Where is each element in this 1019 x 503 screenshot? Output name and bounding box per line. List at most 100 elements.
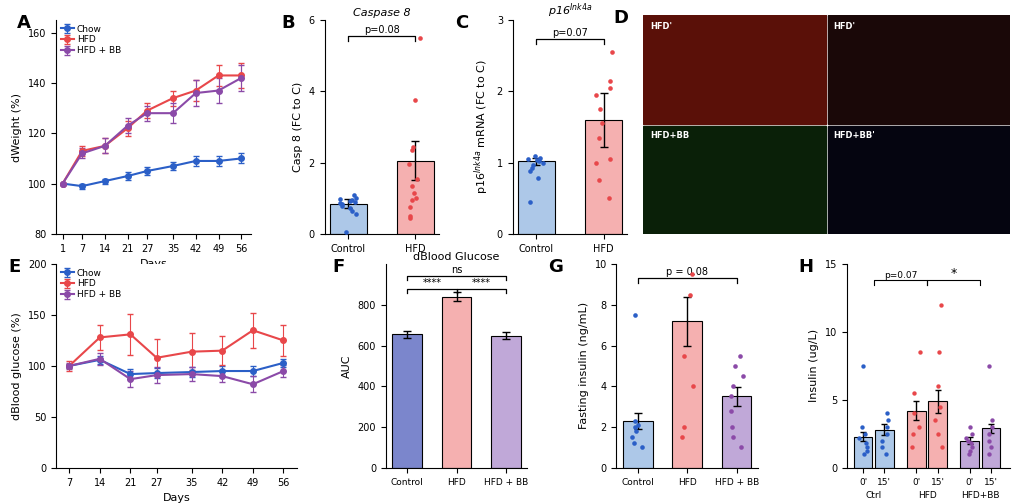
Point: [878, 423, 895, 431]
Y-axis label: AUC: AUC: [341, 354, 352, 378]
Text: HFD: HFD: [917, 490, 935, 499]
Point: [911, 349, 927, 357]
Point: [929, 430, 946, 438]
Text: p=0.08: p=0.08: [364, 25, 399, 35]
Point: [405, 142, 421, 150]
Text: C: C: [454, 14, 468, 32]
Point: [401, 214, 418, 222]
Point: [721, 392, 738, 400]
Point: [592, 105, 608, 113]
Point: [734, 372, 750, 380]
Point: [343, 196, 360, 204]
Point: [674, 433, 690, 441]
Y-axis label: Fasting insulin (ng/mL): Fasting insulin (ng/mL): [579, 302, 588, 430]
Point: [534, 159, 550, 167]
Point: [684, 382, 700, 390]
Bar: [518, 161, 554, 234]
Bar: [827, 15, 1009, 125]
Text: Ctrl: Ctrl: [865, 490, 881, 499]
Bar: [960, 441, 978, 468]
Legend: Chow, HFD, HFD + BB: Chow, HFD, HFD + BB: [60, 25, 121, 55]
Point: [858, 448, 874, 456]
Point: [601, 155, 618, 163]
Text: A: A: [17, 14, 31, 32]
Point: [962, 444, 978, 452]
Point: [732, 444, 748, 452]
Point: [960, 450, 976, 458]
Point: [341, 197, 358, 205]
Point: [404, 196, 420, 204]
Text: E: E: [8, 258, 20, 276]
Point: [520, 155, 536, 163]
Point: [522, 167, 538, 175]
Point: [930, 349, 947, 357]
Text: HFD+BB': HFD+BB': [833, 131, 874, 140]
Bar: [329, 204, 367, 234]
Point: [347, 210, 364, 218]
Text: ****: ****: [472, 278, 490, 288]
Title: dBlood Glucose: dBlood Glucose: [413, 252, 499, 262]
Point: [626, 423, 642, 431]
Point: [905, 389, 921, 397]
Point: [590, 134, 606, 142]
Text: HFD': HFD': [649, 22, 672, 31]
Point: [591, 177, 607, 185]
Bar: [585, 120, 622, 234]
Point: [525, 161, 541, 170]
Point: [681, 291, 697, 299]
Point: [857, 439, 873, 447]
Point: [603, 48, 620, 56]
Bar: [981, 429, 1000, 468]
Point: [333, 202, 350, 210]
Point: [332, 199, 348, 207]
Point: [877, 430, 894, 438]
Bar: [642, 126, 825, 234]
Point: [676, 352, 692, 360]
Point: [345, 191, 362, 199]
Point: [721, 407, 738, 415]
Point: [856, 430, 872, 438]
Text: p=0.07: p=0.07: [882, 271, 916, 280]
Point: [337, 228, 354, 236]
Point: [903, 444, 919, 452]
Bar: [623, 421, 652, 468]
Text: FLAG/: FLAG/: [1016, 112, 1019, 137]
Point: [959, 437, 975, 445]
Point: [627, 417, 643, 425]
Point: [979, 437, 996, 445]
Text: HFD+BB: HFD+BB: [649, 131, 689, 140]
Point: [980, 450, 997, 458]
Point: [683, 270, 699, 278]
Point: [630, 421, 646, 429]
Point: [928, 382, 945, 390]
Point: [401, 203, 418, 211]
Point: [931, 402, 948, 410]
Point: [532, 153, 548, 161]
Point: [343, 207, 360, 215]
Bar: [721, 396, 751, 468]
Point: [982, 416, 999, 425]
Point: [404, 146, 420, 154]
Bar: [441, 297, 471, 468]
Point: [853, 423, 869, 431]
Point: [624, 433, 640, 441]
Text: *: *: [950, 267, 956, 280]
Text: ns: ns: [450, 265, 462, 275]
Y-axis label: dWeight (%): dWeight (%): [12, 93, 22, 161]
Text: H: H: [798, 258, 812, 276]
Y-axis label: Insulin (ug/L): Insulin (ug/L): [809, 329, 818, 402]
Point: [980, 430, 997, 438]
Bar: [906, 411, 925, 468]
Point: [333, 200, 350, 208]
Bar: [672, 321, 701, 468]
Point: [346, 198, 363, 206]
Point: [404, 182, 420, 190]
Point: [723, 423, 740, 431]
Point: [600, 194, 616, 202]
Point: [963, 430, 979, 438]
Point: [877, 450, 894, 458]
Point: [412, 34, 428, 42]
Point: [601, 84, 618, 92]
Legend: Chow, HFD, HFD + BB: Chow, HFD, HFD + BB: [60, 269, 121, 299]
Text: F: F: [332, 258, 344, 276]
